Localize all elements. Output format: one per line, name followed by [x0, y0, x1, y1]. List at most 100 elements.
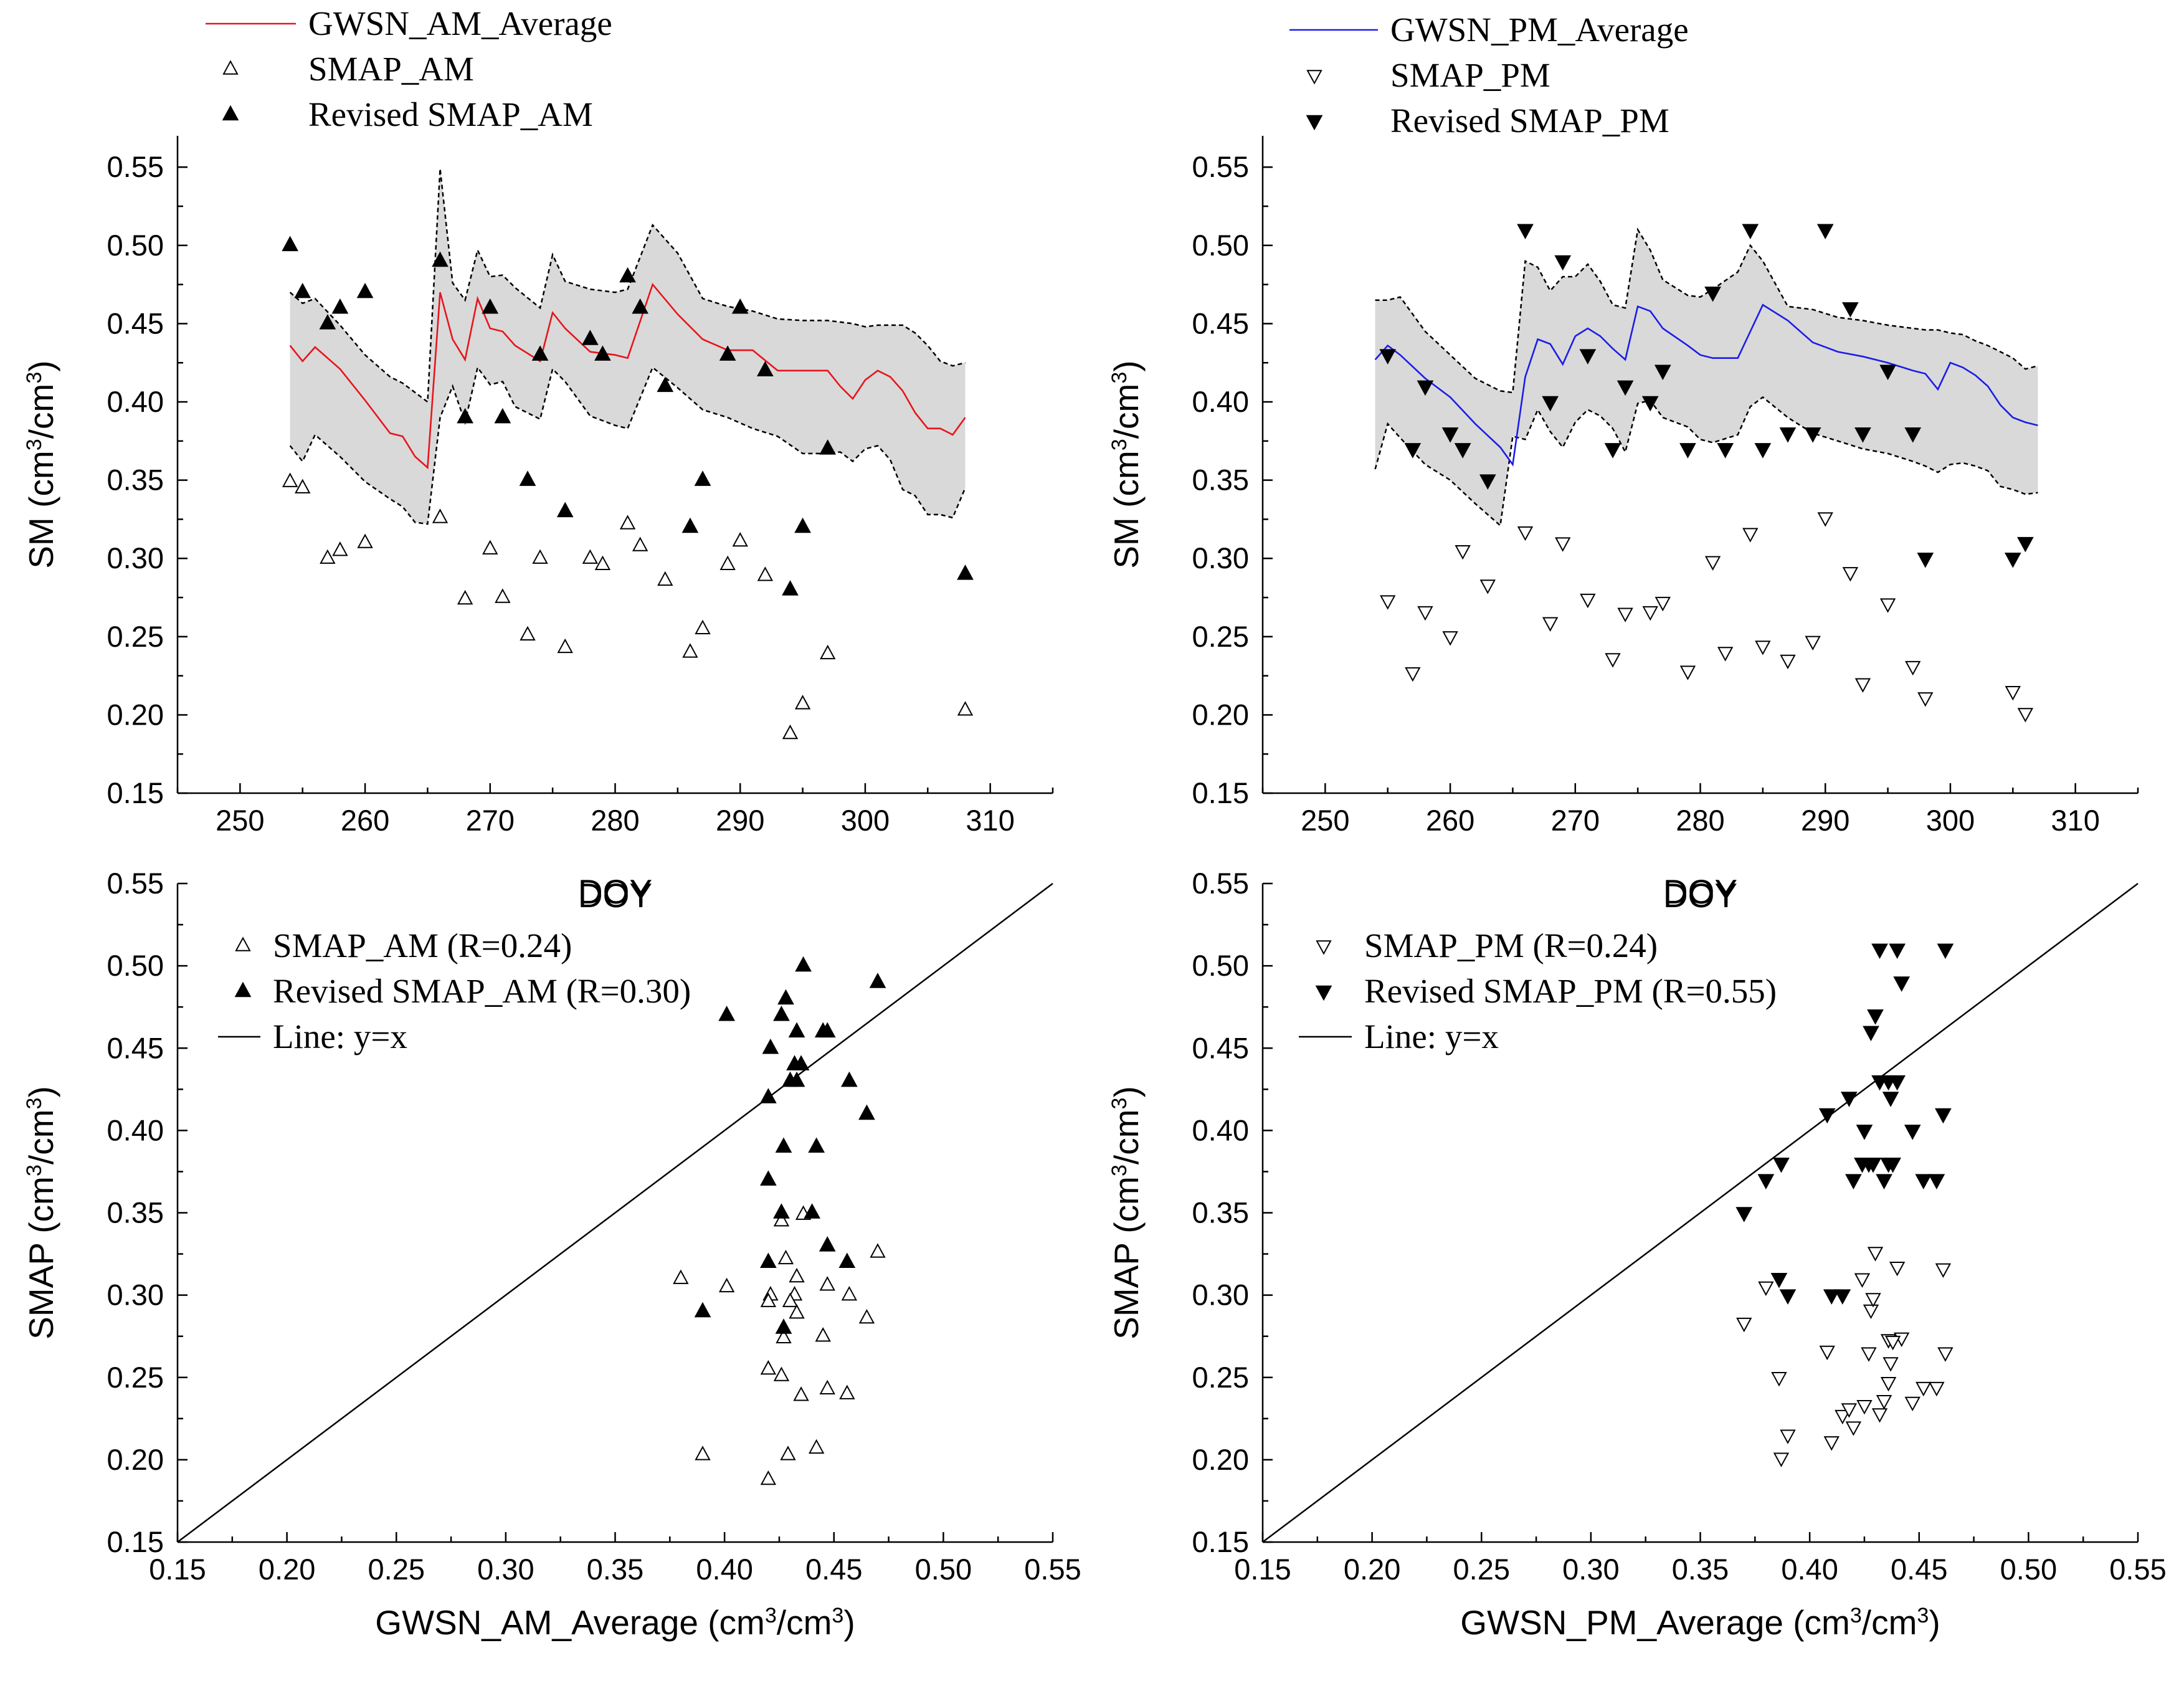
x-tick-label: 250: [1301, 804, 1349, 837]
y-tick-label: 0.30: [1192, 1279, 1249, 1312]
data-point: [657, 571, 673, 586]
data-point: [1863, 1026, 1879, 1042]
data-point: [1884, 1157, 1901, 1173]
data-point: [1845, 1421, 1862, 1436]
data-point: [695, 1445, 711, 1460]
data-point: [1928, 1174, 1945, 1189]
legend-marker-swatch: [234, 981, 252, 998]
x-tick-label: 280: [1676, 804, 1724, 837]
data-point: [819, 439, 837, 455]
data-point: [1854, 427, 1871, 443]
data-point: [820, 644, 836, 660]
data-point: [619, 515, 636, 530]
y-tick-label: 0.40: [107, 1113, 164, 1146]
x-tick-label: 0.55: [2109, 1553, 2166, 1586]
x-tick-label: 0.15: [149, 1553, 206, 1586]
data-point: [1479, 579, 1496, 594]
data-point: [1771, 1372, 1787, 1387]
pm-timeseries-chart: 0.15 0.20 0.25 0.30 0.35 0.40 0.45 0.50 0.55 250 2…: [1107, 11, 2139, 915]
x-tick-label: 310: [2051, 804, 2099, 837]
y-tick-label: 0.20: [107, 698, 164, 731]
data-point: [760, 1088, 777, 1103]
data-point: [356, 282, 374, 298]
data-point: [1679, 665, 1696, 680]
data-point: [1915, 1174, 1932, 1189]
x-tick-label: 0.20: [259, 1553, 315, 1586]
x-axis-title: DOY: [578, 876, 652, 915]
data-point: [1889, 943, 1906, 960]
uncertainty-band: [290, 168, 966, 524]
data-point: [2017, 536, 2034, 553]
data-point: [531, 345, 549, 361]
am-timeseries-chart: 0.15 0.20 0.25 0.30 0.35 0.40 0.45 0.50 0.55 250 2…: [22, 4, 1054, 915]
am-scatter-chart: 0.15 0.20 0.25 0.30 0.35 0.40 0.45 0.50 0.55 0.15…: [22, 867, 1081, 1642]
data-point: [1604, 443, 1621, 459]
x-tick-label: 0.55: [1024, 1553, 1081, 1586]
data-point: [1904, 1125, 1921, 1140]
data-point: [594, 555, 611, 570]
data-point: [1845, 1174, 1862, 1189]
data-point: [1889, 1075, 1906, 1091]
data-point: [582, 330, 599, 345]
data-point: [840, 1071, 858, 1087]
data-point: [1917, 552, 1934, 568]
legend-label: Revised SMAP_PM: [1390, 102, 1669, 140]
data-point: [1835, 1409, 1851, 1425]
y-tick-label: 0.50: [1192, 229, 1249, 262]
data-point: [282, 236, 298, 252]
identity-line: [177, 883, 1053, 1543]
y-tick-label: 0.40: [1192, 385, 1249, 418]
y-tick-label: 0.50: [107, 949, 164, 982]
data-point: [319, 314, 336, 330]
data-point: [814, 1022, 832, 1038]
pm-scatter-chart: 0.15 0.20 0.25 0.30 0.35 0.40 0.45 0.50 0.55 0.15…: [1107, 867, 2167, 1642]
data-point: [819, 1276, 835, 1291]
data-point: [788, 1071, 805, 1087]
data-point: [957, 701, 974, 716]
data-point: [719, 555, 736, 570]
data-point: [1817, 512, 1833, 527]
data-point: [731, 298, 749, 314]
data-point: [773, 1366, 790, 1381]
y-tick-label: 0.30: [107, 541, 164, 574]
y-tick-label: 0.20: [107, 1443, 164, 1476]
data-point: [556, 502, 574, 518]
y-tick-label: 0.40: [1192, 1113, 1249, 1146]
y-tick-label: 0.25: [107, 1361, 164, 1394]
y-axis-title: SMAP (cm3/cm3): [1107, 1086, 1146, 1340]
data-point: [793, 1386, 809, 1401]
data-point: [1642, 606, 1658, 621]
data-point: [682, 643, 698, 658]
data-point: [1736, 1317, 1752, 1333]
legend-marker-swatch: [222, 105, 239, 121]
data-point: [695, 619, 711, 634]
y-axis-title: SMAP (cm3/cm3): [22, 1086, 60, 1340]
data-point: [332, 541, 348, 556]
data-point: [1861, 1347, 1877, 1362]
data-point: [1876, 1174, 1892, 1189]
data-point: [1805, 636, 1821, 650]
data-point: [1758, 1281, 1774, 1297]
x-tick-label: 300: [1926, 804, 1975, 837]
x-tick-label: 0.40: [1781, 1553, 1838, 1586]
data-point: [1704, 286, 1721, 302]
data-point: [1679, 443, 1696, 459]
legend-label: SMAP_PM: [1390, 56, 1550, 94]
x-tick-label: 260: [341, 804, 389, 837]
data-point: [1819, 1345, 1835, 1361]
legend-label: GWSN_PM_Average: [1390, 11, 1689, 49]
data-point: [1917, 692, 1934, 707]
data-point: [792, 1055, 810, 1070]
data-point: [1754, 443, 1772, 459]
legend-label: SMAP_AM: [308, 50, 474, 88]
y-tick-label: 0.50: [107, 229, 164, 262]
x-tick-label: 0.50: [915, 1553, 972, 1586]
data-point: [1916, 1381, 1932, 1397]
data-point: [1841, 1092, 1858, 1107]
x-tick-label: 0.40: [696, 1553, 753, 1586]
data-point: [718, 1006, 735, 1021]
data-point: [1935, 1108, 1952, 1124]
x-tick-label: 300: [841, 804, 890, 837]
legend-label: GWSN_AM_Average: [308, 4, 612, 42]
panel-heading: DOY: [578, 872, 652, 911]
